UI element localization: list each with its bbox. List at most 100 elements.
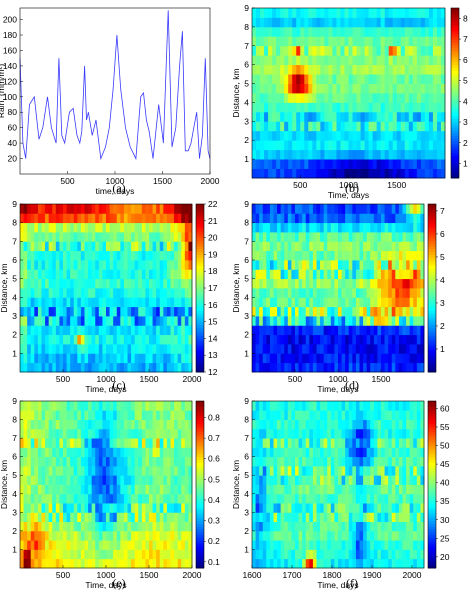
heatmap-cell xyxy=(373,503,378,513)
heatmap-cell xyxy=(120,344,125,354)
heatmap-cell xyxy=(134,362,139,373)
heatmap-cell xyxy=(70,362,75,373)
heatmap-cell xyxy=(280,222,285,233)
heatmap-cell xyxy=(323,410,328,420)
heatmap-cell xyxy=(424,130,430,141)
heatmap-cell xyxy=(163,306,168,317)
colorbar-segment xyxy=(196,293,204,297)
heatmap-cell xyxy=(412,93,418,103)
heatmap-cell xyxy=(416,130,422,141)
heatmap-cell xyxy=(348,530,353,541)
heatmap-cell xyxy=(48,278,53,289)
heatmap-cell xyxy=(166,419,171,430)
heatmap-cell xyxy=(406,269,411,280)
heatmap-cell xyxy=(360,17,365,28)
colorbar-segment xyxy=(196,562,204,566)
heatmap-cell xyxy=(416,121,422,132)
heatmap-cell xyxy=(134,325,139,336)
heatmap-cell xyxy=(402,278,407,289)
heatmap-cell xyxy=(363,297,368,308)
heatmap-cell xyxy=(398,325,403,336)
heatmap-cell xyxy=(344,149,349,160)
heatmap-cell xyxy=(334,447,339,458)
colorbar-segment xyxy=(196,355,204,359)
heatmap-cell xyxy=(52,297,57,308)
heatmap-cell xyxy=(360,64,365,75)
heatmap-cell xyxy=(163,316,168,326)
colorbar-segment xyxy=(196,206,204,211)
heatmap-cell xyxy=(406,241,411,252)
heatmap-cell xyxy=(316,465,321,476)
y-tick-label: 8 xyxy=(244,218,249,228)
heatmap-cell xyxy=(134,512,139,523)
heatmap-cell xyxy=(55,241,60,252)
heatmap-cell xyxy=(344,102,349,113)
heatmap-cell xyxy=(37,465,42,476)
heatmap-cell xyxy=(309,558,314,569)
heatmap-cell xyxy=(37,521,42,532)
heatmap-cell xyxy=(95,558,100,569)
heatmap-cell xyxy=(268,83,273,94)
heatmap-cell xyxy=(277,493,282,504)
heatmap-cell xyxy=(395,521,400,532)
heatmap-cell xyxy=(102,344,107,354)
heatmap-cell xyxy=(432,64,438,75)
heatmap-cell xyxy=(360,93,365,103)
heatmap-cell xyxy=(63,419,67,430)
heatmap-cell xyxy=(91,549,96,560)
heatmap-cell xyxy=(37,316,42,326)
colorbar-segment xyxy=(428,234,436,239)
y-axis-label: Distance, km xyxy=(231,68,241,117)
heatmap-cell xyxy=(412,111,418,122)
colorbar-segment xyxy=(428,251,436,255)
heatmap-cell xyxy=(380,55,386,66)
heatmap-cell xyxy=(23,278,28,289)
heatmap-cell xyxy=(298,410,303,420)
heatmap-cell xyxy=(156,549,161,560)
heatmap-cell xyxy=(316,8,321,18)
heatmap-cell xyxy=(188,484,193,495)
heatmap-cell xyxy=(37,278,42,289)
heatmap-cell xyxy=(296,36,301,47)
heatmap-cell xyxy=(364,74,369,84)
heatmap-cell xyxy=(255,344,260,354)
heatmap-cell xyxy=(280,493,285,504)
heatmap-cell xyxy=(302,316,307,326)
heatmap-cell xyxy=(269,428,274,439)
heatmap-cell xyxy=(280,549,285,560)
heatmap-cell xyxy=(348,428,353,439)
heatmap-cell xyxy=(266,334,271,345)
heatmap-cell xyxy=(73,316,78,326)
heatmap-cell xyxy=(188,250,193,261)
heatmap-cell xyxy=(131,549,136,560)
heatmap-cell xyxy=(66,484,71,495)
heatmap-cell xyxy=(127,503,132,513)
heatmap-cell xyxy=(116,325,121,336)
heatmap-cell xyxy=(48,325,53,336)
heatmap-cell xyxy=(324,45,329,56)
heatmap-cell xyxy=(402,447,407,458)
heatmap-cell xyxy=(34,316,39,326)
heatmap-cell xyxy=(359,493,364,504)
heatmap-cell xyxy=(413,465,418,476)
heatmap-cell xyxy=(384,493,389,504)
heatmap-cell xyxy=(59,521,64,532)
heatmap-cell xyxy=(59,456,64,467)
heatmap-cell xyxy=(330,521,335,532)
heatmap-cell xyxy=(355,465,360,476)
heatmap-cell xyxy=(145,549,150,560)
heatmap-cell xyxy=(188,278,193,289)
heatmap-cell xyxy=(428,93,434,103)
heatmap-cell xyxy=(341,521,346,532)
heatmap-cell xyxy=(73,558,78,569)
heatmap-cell xyxy=(344,130,349,141)
heatmap-cell xyxy=(34,530,39,541)
heatmap-cell xyxy=(269,250,274,261)
heatmap-cell xyxy=(27,493,32,504)
heatmap-cell xyxy=(302,493,307,504)
heatmap-cell xyxy=(52,493,57,504)
heatmap-cell xyxy=(41,503,46,513)
heatmap-cell xyxy=(120,512,125,523)
heatmap-cell xyxy=(23,353,28,364)
caption-d: (d) xyxy=(345,378,359,392)
